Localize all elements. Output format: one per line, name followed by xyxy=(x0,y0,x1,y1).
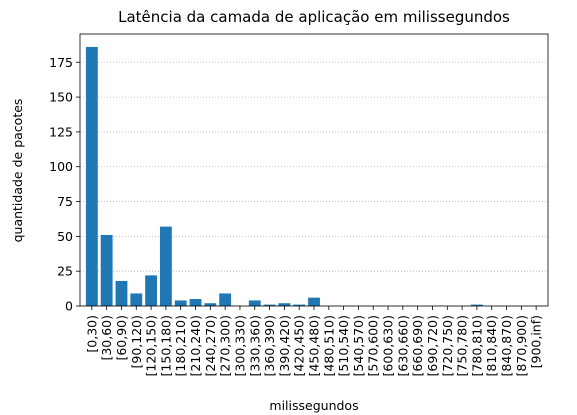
x-tick-label: [360,390) xyxy=(262,315,277,376)
x-tick-label: [720,750) xyxy=(440,315,455,376)
x-tick-label: [120,150) xyxy=(144,315,159,376)
bar xyxy=(85,46,98,306)
bar xyxy=(174,300,187,306)
x-tick-label: [420,450) xyxy=(292,315,307,376)
grid-lines xyxy=(80,61,548,307)
bar xyxy=(159,226,172,306)
x-tick-label: [90,120) xyxy=(129,315,144,369)
bar xyxy=(115,280,128,306)
x-tick-label: [510,540) xyxy=(336,315,351,376)
x-tick-label: [570,600) xyxy=(366,315,381,376)
bar xyxy=(189,299,202,306)
bar xyxy=(470,304,483,306)
x-tick-label: [390,420) xyxy=(277,315,292,376)
bar xyxy=(293,304,306,306)
x-tick-label: [480,510) xyxy=(321,315,336,376)
bar xyxy=(100,234,113,306)
x-tick-label: [180,210) xyxy=(173,315,188,376)
x-tick-label: [900,inf) xyxy=(529,315,544,368)
x-tick-label: [150,180) xyxy=(158,315,173,376)
x-tick-label: [690,720) xyxy=(425,315,440,376)
x-tick-label: [870,900) xyxy=(514,315,529,376)
x-axis-label: milissegundos xyxy=(269,398,358,413)
bar xyxy=(308,297,320,306)
x-tick-label: [660,690) xyxy=(410,315,425,376)
y-axis-label: quantidade de pacotes xyxy=(10,99,25,243)
x-tick-label: [630,660) xyxy=(395,315,410,376)
x-tick-label: [600,630) xyxy=(381,315,396,376)
x-tick-label: [0,30) xyxy=(84,315,99,353)
x-tick-label: [60,90) xyxy=(114,315,129,361)
bar xyxy=(278,303,291,306)
x-tick-label: [270,300) xyxy=(218,315,233,376)
y-tick-label: 0 xyxy=(65,299,73,314)
y-tick-label: 175 xyxy=(49,55,73,70)
x-tick-label: [330,360) xyxy=(247,315,262,376)
x-tick-label: [30,60) xyxy=(99,315,114,361)
y-tick-label: 75 xyxy=(57,194,73,209)
bar xyxy=(219,293,232,306)
x-tick-label: [240,270) xyxy=(203,315,218,376)
x-tick-label: [210,240) xyxy=(188,315,203,376)
chart-title: Latência da camada de aplicação em milis… xyxy=(118,8,510,26)
x-tick-label: [450,480) xyxy=(307,315,322,376)
x-tick-label: [300,330) xyxy=(232,315,247,376)
bar xyxy=(145,275,158,306)
plot-frame xyxy=(79,33,549,307)
y-tick-label: 125 xyxy=(49,124,73,139)
bar xyxy=(130,293,143,306)
y-tick-label: 25 xyxy=(57,264,73,279)
x-tick-label: [750,780) xyxy=(455,315,470,376)
y-tick-label: 150 xyxy=(49,90,73,105)
bars xyxy=(85,46,483,306)
x-tick-label: [780,810) xyxy=(469,315,484,376)
x-tick-label: [810,840) xyxy=(484,315,499,376)
y-tick-label: 50 xyxy=(57,229,73,244)
bar xyxy=(204,303,217,306)
y-tick-label: 100 xyxy=(49,159,73,174)
x-tick-label: [840,870) xyxy=(499,315,514,376)
bar xyxy=(248,300,261,306)
bar xyxy=(263,304,276,306)
x-tick-label: [540,570) xyxy=(351,315,366,376)
